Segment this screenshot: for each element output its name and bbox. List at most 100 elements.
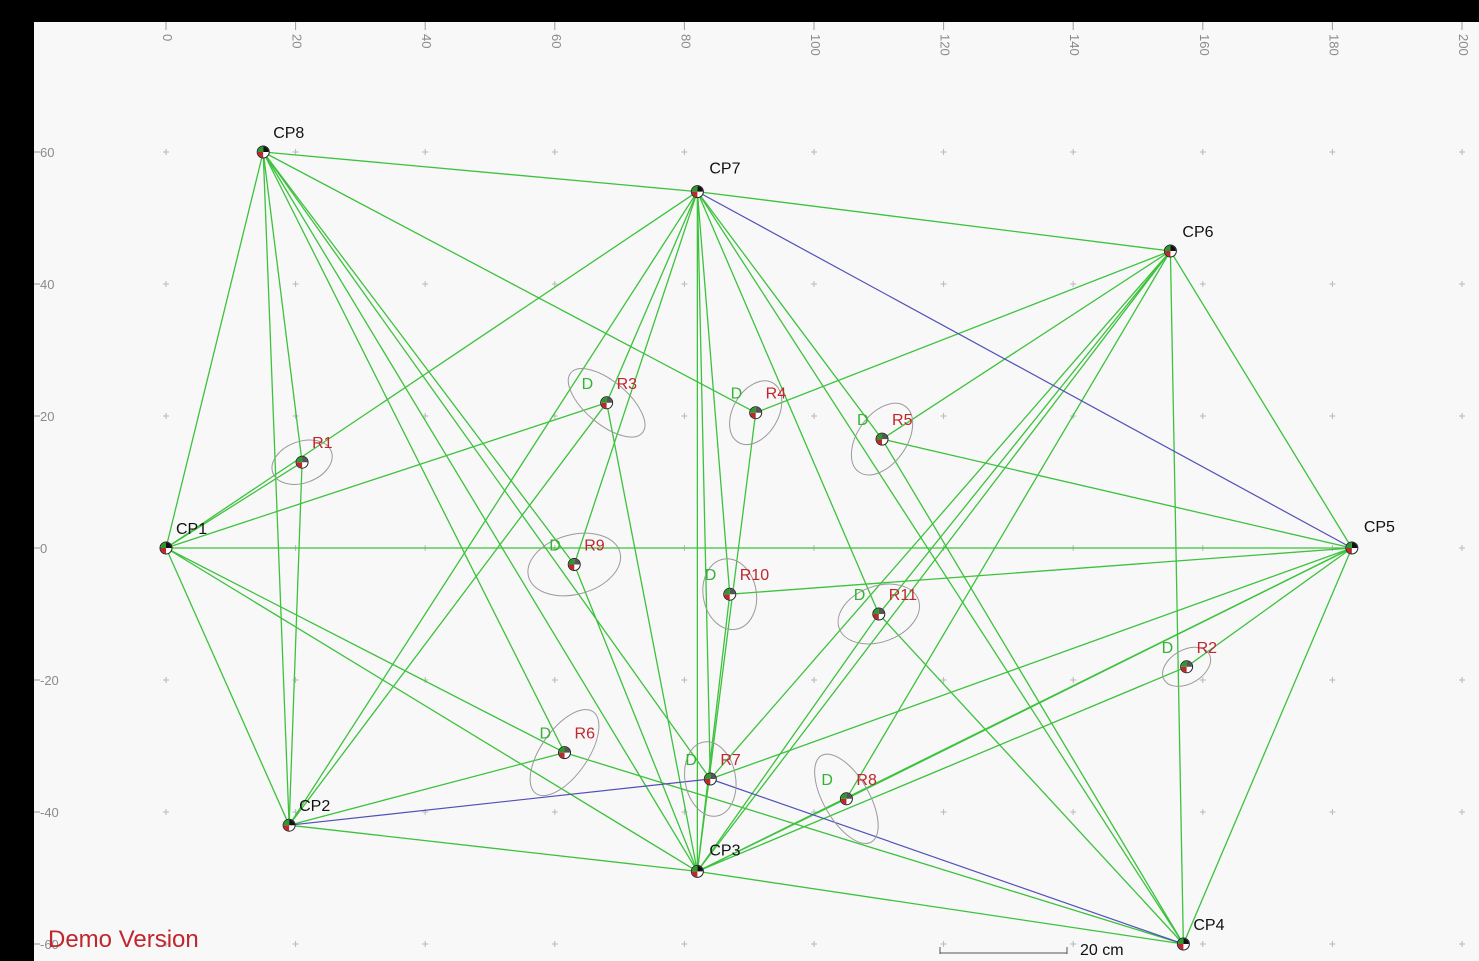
observation-line xyxy=(846,547,1353,800)
highlighted-observation-line xyxy=(289,778,711,826)
grid-cross xyxy=(292,281,299,287)
grid-cross xyxy=(1459,809,1465,815)
observation-line xyxy=(288,462,303,826)
error-ellipse-r4 xyxy=(729,380,783,446)
observation-line xyxy=(165,151,264,549)
point-r3[interactable] xyxy=(600,396,614,410)
grid-cross xyxy=(1070,809,1077,815)
grid-cross xyxy=(681,281,688,287)
point-quadrant xyxy=(1183,938,1189,944)
point-quadrant xyxy=(691,186,698,192)
label-r8: R8 xyxy=(856,772,877,789)
point-cp6[interactable] xyxy=(1163,244,1177,258)
highlighted-observation-line xyxy=(710,778,1184,945)
label-cp2: CP2 xyxy=(299,798,330,815)
point-r2[interactable] xyxy=(1180,660,1194,674)
point-quadrant xyxy=(873,614,879,620)
point-r1[interactable] xyxy=(295,455,309,469)
grid-cross xyxy=(163,809,169,815)
point-r10[interactable] xyxy=(723,587,737,601)
network-canvas[interactable]: 0 20 40 60 80 100 120 140 160 180 200 60 40 20 0 -20 -40… xyxy=(34,22,1479,961)
grid-cross xyxy=(551,281,558,287)
grid-cross xyxy=(1199,941,1206,947)
grid-cross xyxy=(1070,941,1077,947)
point-r8[interactable] xyxy=(839,792,853,806)
observation-line xyxy=(697,190,1171,252)
observation-line xyxy=(696,613,880,872)
grid-cross xyxy=(292,677,299,683)
grid-cross xyxy=(811,149,817,155)
network-points[interactable] xyxy=(159,145,1359,951)
label-cp6: CP6 xyxy=(1182,224,1213,241)
point-r5[interactable] xyxy=(875,432,889,446)
point-quadrant xyxy=(568,564,575,570)
observation-line xyxy=(696,250,1171,872)
grid-cross xyxy=(811,677,817,683)
point-quadrant xyxy=(296,456,303,463)
point-quadrant xyxy=(1164,245,1171,251)
grid-cross xyxy=(1459,545,1465,551)
point-r9[interactable] xyxy=(567,558,581,571)
point-quadrant xyxy=(873,608,879,614)
point-cp2[interactable] xyxy=(282,818,296,832)
point-quadrant xyxy=(876,433,883,440)
grid-cross xyxy=(551,677,558,683)
point-r7[interactable] xyxy=(703,772,717,786)
y-tick-label: -40 xyxy=(40,805,59,820)
direction-flag-r3: D xyxy=(582,376,594,393)
point-quadrant xyxy=(601,397,607,403)
observation-line xyxy=(696,191,711,780)
point-cp4[interactable] xyxy=(1176,937,1190,951)
point-quadrant xyxy=(257,152,264,158)
grid-cross xyxy=(940,413,947,419)
observation-line xyxy=(1182,547,1353,945)
point-quadrant xyxy=(289,819,295,826)
point-r6[interactable] xyxy=(558,746,572,760)
point-cp5[interactable] xyxy=(1345,541,1359,555)
point-quadrant xyxy=(559,747,565,753)
label-r6: R6 xyxy=(575,726,596,743)
grid-cross xyxy=(1459,149,1465,155)
point-r11[interactable] xyxy=(872,607,886,621)
observation-line xyxy=(696,191,731,595)
direction-flag-r7: D xyxy=(685,752,697,769)
label-r10: R10 xyxy=(740,567,769,584)
grid-cross xyxy=(940,941,947,947)
point-cp1[interactable] xyxy=(159,541,173,555)
highlighted-observation-line xyxy=(697,191,1353,549)
observation-line xyxy=(288,191,698,826)
grid-cross xyxy=(551,809,558,815)
observation-line xyxy=(881,438,1352,549)
x-tick-label: 80 xyxy=(678,34,693,48)
point-quadrant xyxy=(296,462,303,468)
scale-bar: 20 cm xyxy=(939,942,1124,959)
label-cp4: CP4 xyxy=(1193,917,1224,934)
x-tick-label: 60 xyxy=(549,34,564,48)
grid-cross xyxy=(551,941,558,947)
direction-flag-r9: D xyxy=(549,538,561,555)
observation-line xyxy=(262,151,698,872)
network-plot[interactable]: 0 20 40 60 80 100 120 140 160 180 2006040200-20-40… xyxy=(34,22,1479,961)
point-cp7[interactable] xyxy=(690,185,704,199)
observation-line xyxy=(165,191,698,549)
point-r4[interactable] xyxy=(749,406,763,420)
point-quadrant xyxy=(559,752,565,759)
observation-line xyxy=(606,191,698,404)
grid-cross xyxy=(681,941,688,947)
y-tick-label: 60 xyxy=(40,145,54,160)
y-tick-label: 0 xyxy=(40,541,47,556)
label-r9: R9 xyxy=(584,538,605,555)
observation-line xyxy=(1169,250,1185,945)
observation-line xyxy=(710,547,1353,780)
point-cp3[interactable] xyxy=(690,864,704,878)
observation-line xyxy=(696,191,880,615)
grid-cross xyxy=(422,941,429,947)
direction-flag-r5: D xyxy=(857,412,869,429)
point-cp8[interactable] xyxy=(256,145,270,159)
observation-line xyxy=(262,151,566,753)
observation-line xyxy=(696,412,757,872)
grid-cross xyxy=(1329,149,1336,155)
grid-cross xyxy=(1329,941,1336,947)
observation-line xyxy=(262,151,575,565)
grid-cross xyxy=(1329,677,1336,683)
